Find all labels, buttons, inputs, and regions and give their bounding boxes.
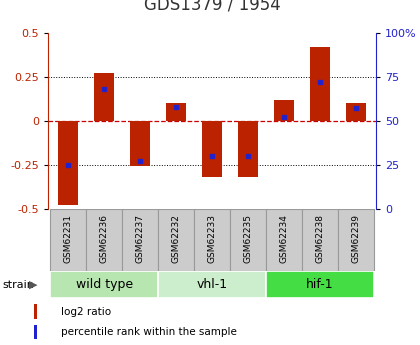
Text: GSM62238: GSM62238 — [315, 214, 325, 263]
Bar — [50, 209, 86, 271]
Text: GSM62239: GSM62239 — [352, 214, 361, 263]
Text: GSM62231: GSM62231 — [63, 214, 73, 263]
Bar — [166, 103, 186, 121]
Text: GSM62237: GSM62237 — [136, 214, 144, 263]
Text: ▶: ▶ — [29, 280, 37, 289]
Bar — [94, 73, 114, 121]
Bar — [130, 121, 150, 167]
Bar — [34, 304, 37, 319]
Text: GDS1379 / 1954: GDS1379 / 1954 — [144, 0, 281, 14]
Bar — [266, 271, 374, 298]
Text: GSM62233: GSM62233 — [207, 214, 217, 263]
Bar — [302, 209, 338, 271]
Text: percentile rank within the sample: percentile rank within the sample — [61, 327, 237, 337]
Text: GSM62235: GSM62235 — [244, 214, 252, 263]
Text: log2 ratio: log2 ratio — [61, 307, 111, 317]
Bar — [346, 103, 366, 121]
Bar — [50, 271, 158, 298]
Text: strain: strain — [2, 280, 34, 289]
Bar — [194, 209, 230, 271]
Text: hif-1: hif-1 — [306, 278, 334, 291]
Bar — [310, 47, 330, 121]
Bar — [202, 121, 222, 177]
Bar — [266, 209, 302, 271]
Text: GSM62232: GSM62232 — [172, 214, 181, 263]
Bar — [158, 271, 266, 298]
Bar — [58, 121, 78, 205]
Bar — [34, 325, 37, 339]
Bar — [86, 209, 122, 271]
Bar — [158, 209, 194, 271]
Text: wild type: wild type — [76, 278, 133, 291]
Text: GSM62236: GSM62236 — [100, 214, 109, 263]
Bar — [230, 209, 266, 271]
Bar — [122, 209, 158, 271]
Text: GSM62234: GSM62234 — [280, 214, 289, 263]
Bar — [338, 209, 374, 271]
Bar — [274, 100, 294, 121]
Bar — [238, 121, 258, 177]
Text: vhl-1: vhl-1 — [197, 278, 228, 291]
